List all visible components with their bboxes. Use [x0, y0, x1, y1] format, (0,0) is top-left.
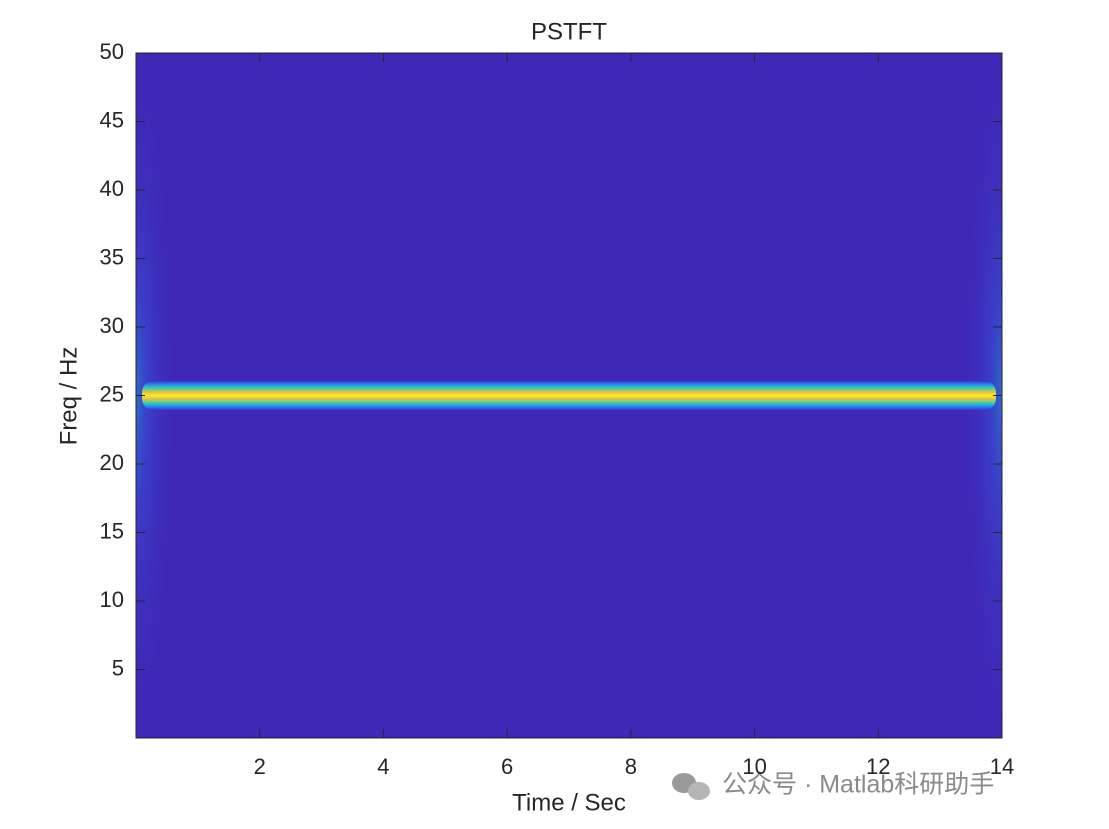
x-tick-label: 10 — [742, 754, 766, 779]
y-tick-label: 40 — [100, 176, 124, 201]
y-tick-label: 50 — [100, 39, 124, 64]
y-tick-label: 20 — [100, 450, 124, 475]
x-tick-label: 2 — [254, 754, 266, 779]
ridge-band — [142, 380, 996, 411]
x-tick-label: 12 — [866, 754, 890, 779]
y-tick-label: 35 — [100, 244, 124, 269]
x-tick-label: 14 — [990, 754, 1014, 779]
chart-title: PSTFT — [531, 18, 607, 45]
y-tick-label: 5 — [112, 655, 124, 680]
y-tick-label: 30 — [100, 313, 124, 338]
x-axis-label: Time / Sec — [512, 789, 626, 816]
plot-area — [136, 53, 1002, 738]
y-axis-label: Freq / Hz — [55, 347, 82, 446]
y-tick-label: 25 — [100, 381, 124, 406]
x-tick-label: 8 — [625, 754, 637, 779]
y-tick-label: 15 — [100, 518, 124, 543]
x-tick-label: 6 — [501, 754, 513, 779]
y-tick-label: 45 — [100, 107, 124, 132]
y-tick-label: 10 — [100, 587, 124, 612]
watermark-icon — [672, 773, 710, 800]
watermark: 公众号 · Matlab科研助手 — [722, 771, 994, 799]
x-tick-label: 4 — [377, 754, 389, 779]
